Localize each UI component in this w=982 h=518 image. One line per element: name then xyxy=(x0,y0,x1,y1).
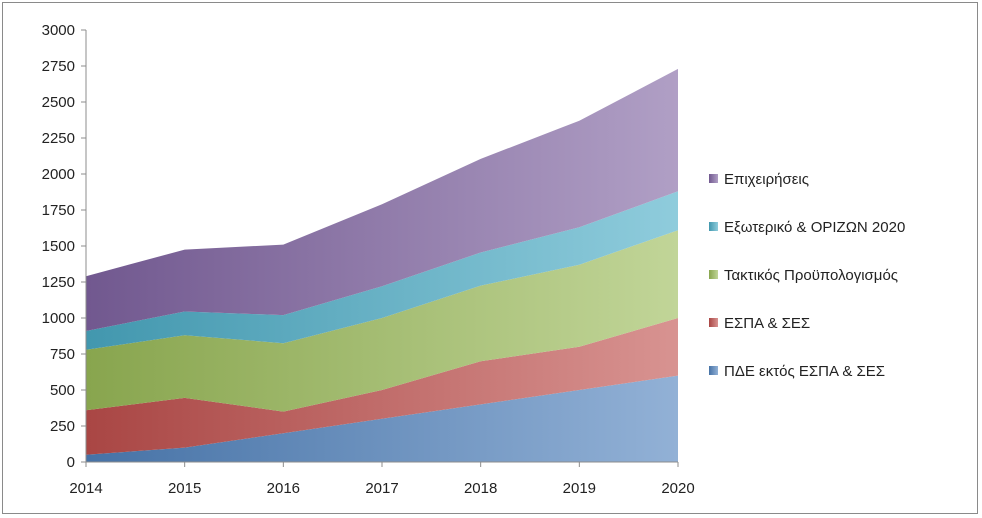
legend-label: Τακτικός Προϋπολογισμός xyxy=(724,267,898,284)
x-tick-label: 2016 xyxy=(267,480,300,497)
y-tick-label: 250 xyxy=(50,418,75,435)
y-tick-label: 2750 xyxy=(42,58,75,75)
y-tick-label: 750 xyxy=(50,346,75,363)
area-series-1 xyxy=(86,318,678,455)
x-tick-label: 2020 xyxy=(661,480,694,497)
y-tick-label: 0 xyxy=(67,454,75,471)
area-series-group xyxy=(86,68,678,462)
y-tick-label: 1750 xyxy=(42,202,75,219)
x-tick-label: 2017 xyxy=(365,480,398,497)
y-tick-label: 3000 xyxy=(42,22,75,39)
y-tick-label: 500 xyxy=(50,382,75,399)
y-tick-label: 1000 xyxy=(42,310,75,327)
legend-swatch xyxy=(709,222,718,231)
x-axis-ticks: 2014 2015 2016 2017 2018 2019 2020 xyxy=(69,462,695,497)
x-tick-label: 2014 xyxy=(69,480,102,497)
legend: Επιχειρήσεις Εξωτερικό & ΟΡΙΖΩΝ 2020 Τακτι… xyxy=(709,171,905,380)
area-series-3 xyxy=(86,191,678,350)
y-tick-label: 2500 xyxy=(42,94,75,111)
y-axis-ticks: 0 250 500 750 1000 1250 1500 1750 2000 2250 2500 27… xyxy=(42,22,86,471)
x-tick-label: 2018 xyxy=(464,480,497,497)
area-series-2 xyxy=(86,230,678,412)
stacked-area-chart: 0 250 500 750 1000 1250 1500 1750 2000 2250 2500 27… xyxy=(42,22,906,497)
x-tick-label: 2019 xyxy=(563,480,596,497)
legend-label: ΠΔΕ εκτός ΕΣΠΑ & ΣΕΣ xyxy=(724,363,885,380)
area-series-4 xyxy=(86,68,678,332)
legend-swatch xyxy=(709,270,718,279)
legend-label: ΕΣΠΑ & ΣΕΣ xyxy=(724,315,810,332)
legend-swatch xyxy=(709,174,718,183)
legend-swatch xyxy=(709,318,718,327)
legend-label: Εξωτερικό & ΟΡΙΖΩΝ 2020 xyxy=(724,219,905,236)
y-tick-label: 2250 xyxy=(42,130,75,147)
x-tick-label: 2015 xyxy=(168,480,201,497)
legend-label: Επιχειρήσεις xyxy=(724,171,809,188)
y-tick-label: 2000 xyxy=(42,166,75,183)
legend-swatch xyxy=(709,366,718,375)
y-tick-label: 1500 xyxy=(42,238,75,255)
y-tick-label: 1250 xyxy=(42,274,75,291)
